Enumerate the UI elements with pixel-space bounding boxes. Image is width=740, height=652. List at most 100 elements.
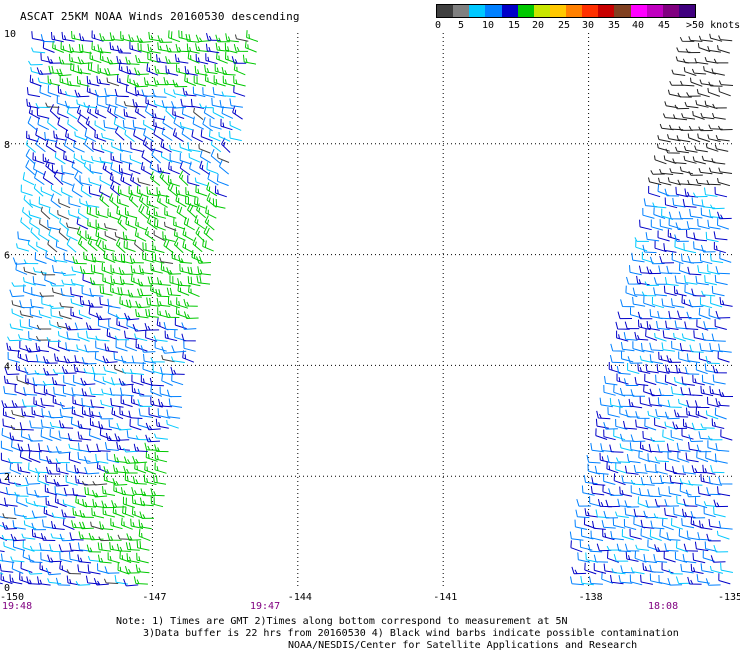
wind-barb	[145, 330, 158, 342]
wind-barb	[643, 553, 658, 564]
wind-barb	[699, 343, 714, 353]
wind-barb	[688, 125, 704, 131]
wind-barb	[110, 398, 124, 408]
wind-barb	[175, 43, 190, 53]
wind-barb	[700, 385, 714, 397]
wind-barb	[667, 229, 680, 241]
wind-barb	[193, 107, 204, 120]
wind-barb	[708, 209, 723, 219]
wind-barb	[7, 458, 23, 464]
wind-barb	[630, 567, 645, 575]
wind-barb	[633, 464, 648, 474]
wind-barb	[58, 56, 74, 65]
wind-barb	[80, 377, 96, 386]
wind-barb	[702, 464, 716, 475]
wind-barb	[115, 96, 128, 109]
wind-barb	[66, 77, 81, 87]
wind-barb	[22, 549, 35, 562]
wind-barb	[72, 487, 86, 497]
wind-barb	[696, 88, 710, 98]
wind-barb	[54, 152, 66, 165]
wind-barb	[28, 331, 41, 342]
wind-barb	[664, 411, 680, 420]
wind-barb	[99, 285, 113, 296]
wind-barb	[194, 214, 205, 230]
wind-barb	[173, 115, 185, 131]
wind-barb	[665, 320, 679, 330]
wind-barb	[244, 40, 257, 53]
wind-barb	[29, 74, 42, 87]
wind-barb	[681, 518, 695, 529]
wind-barb	[588, 576, 603, 585]
wind-barb	[71, 183, 83, 198]
wind-barb	[71, 266, 85, 275]
wind-barb	[665, 148, 680, 154]
wind-barb	[107, 298, 121, 309]
wind-barb	[613, 384, 626, 397]
wind-barb	[30, 298, 44, 309]
wind-barb	[93, 578, 109, 586]
wind-barb	[639, 441, 652, 453]
wind-barb	[41, 296, 54, 308]
wind-barb	[27, 116, 38, 131]
wind-barb	[79, 175, 93, 186]
wind-barb	[122, 120, 136, 131]
wind-barb	[19, 340, 32, 353]
wind-barb	[64, 100, 80, 109]
wind-barb	[187, 51, 200, 64]
wind-barb	[613, 553, 629, 562]
wind-barb	[61, 509, 76, 518]
wind-barb	[111, 500, 126, 508]
wind-barb	[645, 499, 660, 508]
wind-barb	[61, 173, 73, 186]
wind-barb	[160, 366, 175, 376]
wind-barb	[187, 175, 200, 187]
wind-barb	[86, 544, 102, 553]
wind-barb	[119, 276, 134, 286]
wind-barb	[705, 578, 721, 586]
wind-barb	[130, 368, 145, 375]
wind-barb	[707, 87, 720, 97]
wind-barb	[109, 42, 123, 52]
wind-barb	[687, 133, 701, 143]
wind-barb	[696, 450, 709, 463]
wind-barb	[599, 452, 613, 464]
wind-barb	[146, 297, 160, 307]
wind-barb	[116, 195, 129, 208]
wind-barb	[88, 186, 102, 197]
wind-barb	[0, 452, 14, 464]
wind-barb	[192, 86, 206, 98]
wind-barb	[706, 179, 721, 186]
wind-barb	[677, 310, 692, 319]
wind-barb	[143, 77, 158, 87]
wind-barb	[678, 351, 691, 363]
wind-barb	[40, 270, 56, 276]
wind-barb	[162, 231, 175, 242]
wind-barb	[21, 399, 37, 407]
wind-barb	[21, 408, 35, 418]
wind-barb	[187, 276, 201, 287]
wind-barb	[113, 351, 127, 363]
wind-barb	[161, 152, 173, 163]
wind-barb	[199, 103, 214, 109]
wind-barb	[686, 92, 701, 97]
wind-barb	[720, 429, 733, 441]
wind-barb	[109, 193, 120, 208]
wind-barb	[165, 310, 180, 318]
wind-barb	[209, 118, 222, 130]
wind-barb	[116, 206, 129, 219]
wind-barb	[686, 407, 699, 418]
wind-barb	[680, 386, 695, 396]
wind-barb	[116, 45, 132, 54]
wind-barb	[719, 251, 732, 263]
wind-barb	[53, 130, 67, 141]
wind-barb	[112, 478, 128, 486]
wind-barb	[36, 324, 52, 330]
wind-barb	[234, 34, 249, 42]
wind-barb	[135, 309, 149, 319]
wind-barb	[657, 184, 670, 197]
wind-barb	[152, 252, 165, 264]
colorbar-segment	[630, 5, 647, 17]
wind-barb	[712, 365, 727, 374]
